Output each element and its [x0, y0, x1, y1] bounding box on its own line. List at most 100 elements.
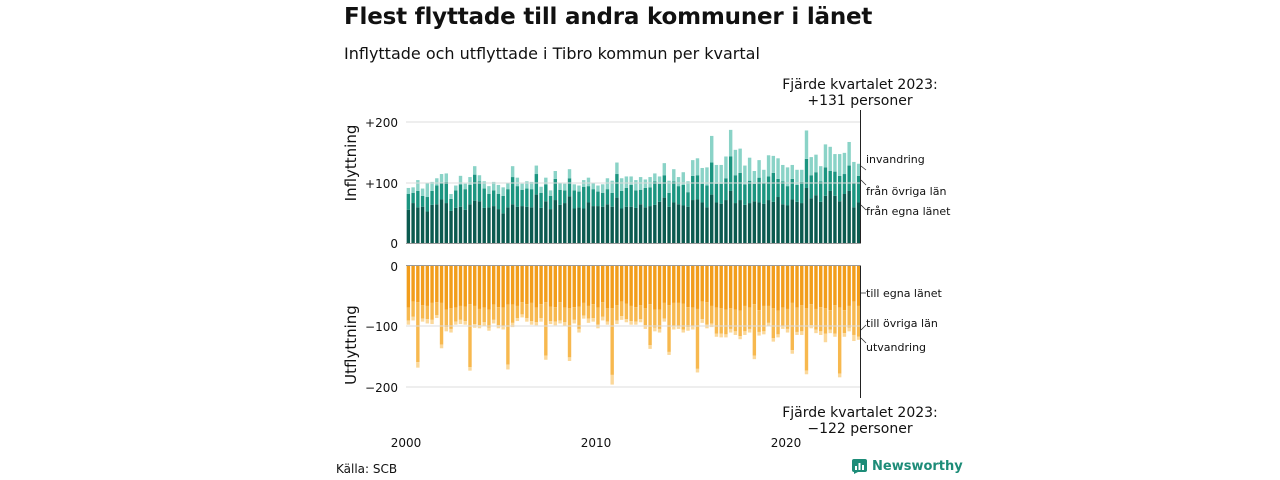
outflow-bar-other-county — [800, 305, 804, 332]
inflow-bar-other-county — [520, 189, 524, 207]
inflow-bar-county — [548, 209, 553, 243]
inflow-bar-other-county — [681, 184, 685, 206]
outflow-bar-other-county — [567, 308, 572, 358]
chart-title: Flest flyttade till andra kommuner i län… — [344, 4, 873, 30]
xtick-label: 2020 — [771, 436, 802, 450]
outflow-bar-county — [515, 266, 520, 306]
outflow-bar-emigration — [781, 325, 785, 329]
outflow-bar-other-county — [506, 304, 510, 365]
outflow-bar-county — [449, 266, 453, 309]
inflow-bar-immigration — [695, 158, 700, 176]
outflow-bar-emigration — [629, 321, 633, 325]
inflow-bar-other-county — [852, 183, 856, 208]
outflow-bar-emigration — [643, 325, 648, 329]
outflow-bar-emigration — [766, 322, 771, 327]
inflow-bar-county — [600, 206, 605, 243]
inflow-bar-other-county — [847, 165, 851, 191]
inflow-bar-immigration — [449, 194, 453, 199]
outflow-bar-other-county — [629, 305, 633, 322]
outflow-bar-emigration — [648, 345, 652, 349]
outflow-bar-emigration — [738, 336, 742, 340]
inflow-bar-immigration — [667, 180, 671, 193]
inflow-bar-county — [487, 207, 491, 244]
inflow-bar-other-county — [686, 192, 690, 207]
outflow-bar-county — [473, 266, 477, 306]
inflow-bar-immigration — [444, 173, 448, 182]
newsworthy-logo[interactable]: Newsworthy — [852, 459, 963, 474]
outflow-bar-county — [529, 266, 534, 303]
outflow-bar-county — [439, 266, 444, 303]
outflow-bar-county — [681, 266, 685, 304]
bottom-annotation-line1: Fjärde kvartalet 2023: — [782, 405, 938, 421]
outflow-bar-other-county — [444, 309, 448, 328]
in-axis-title: Inflyttning — [342, 125, 360, 202]
inflow-bar-other-county — [676, 186, 681, 205]
outflow-bar-county — [582, 266, 586, 303]
inflow-bar-other-county — [700, 183, 704, 203]
inflow-bar-county — [425, 211, 430, 243]
outflow-bar-county — [837, 266, 842, 308]
outflow-bar-emigration — [847, 327, 851, 332]
label-till-egna-lanet: till egna länet — [866, 287, 942, 300]
inflow-bar-immigration — [681, 172, 685, 185]
inflow-bar-county — [463, 209, 467, 243]
inflow-bar-county — [662, 197, 667, 244]
outflow-bar-emigration — [653, 327, 657, 332]
outflow-bar-emigration — [553, 321, 557, 326]
outflow-bar-other-county — [548, 306, 553, 322]
inflow-bar-immigration — [406, 187, 411, 194]
inflow-bar-immigration — [425, 183, 430, 198]
inflow-bar-other-county — [643, 187, 648, 208]
inflow-bar-other-county — [667, 192, 671, 207]
inflow-bar-county — [828, 190, 832, 243]
inflow-bar-immigration — [790, 164, 794, 179]
inflow-bar-county — [681, 205, 685, 243]
inflow-bar-other-county — [567, 178, 572, 197]
bottom-annotation-line2: −122 personer — [807, 421, 913, 437]
outflow-bar-other-county — [458, 305, 463, 320]
outflow-bar-county — [695, 266, 700, 309]
inflow-bar-other-county — [468, 184, 472, 205]
outflow-bar-emigration — [714, 333, 719, 337]
outflow-bar-county — [548, 266, 553, 307]
inflow-bar-other-county — [425, 197, 430, 212]
inflow-bar-county — [411, 203, 415, 243]
inflow-bar-immigration — [482, 181, 486, 189]
outflow-bar-county — [800, 266, 804, 306]
in-ytick-label: 0 — [390, 237, 398, 251]
outflow-bar-other-county — [563, 307, 567, 323]
inflow-bar-county — [430, 204, 434, 243]
inflow-bar-other-county — [648, 187, 652, 207]
inflow-bar-other-county — [615, 174, 619, 198]
outflow-bar-county — [510, 266, 515, 305]
outflow-bar-county — [463, 266, 467, 307]
outflow-bar-emigration — [619, 316, 624, 320]
inflow-bar-county — [667, 206, 671, 243]
outflow-bar-county — [828, 266, 832, 311]
in-ytick-label: +200 — [365, 116, 398, 130]
inflow-bar-immigration — [539, 186, 543, 193]
inflow-bar-other-county — [525, 188, 529, 207]
inflow-bar-immigration — [795, 169, 799, 185]
inflow-bar-immigration — [724, 156, 728, 179]
outflow-bar-other-county — [454, 307, 458, 322]
inflow-bar-other-county — [501, 195, 505, 214]
outflow-bar-other-county — [828, 310, 832, 330]
inflow-bar-immigration — [567, 169, 572, 179]
inflow-bar-county — [449, 210, 453, 243]
inflow-bar-county — [762, 203, 766, 243]
outflow-bar-emigration — [695, 368, 700, 373]
outflow-bar-emigration — [520, 314, 524, 318]
outflow-bar-county — [852, 266, 856, 302]
inflow-bar-county — [553, 200, 557, 243]
outflow-bar-emigration — [790, 350, 794, 354]
inflow-bar-county — [544, 201, 548, 243]
inflow-bar-immigration — [615, 162, 619, 175]
inflow-bar-county — [634, 207, 638, 243]
inflow-bar-county — [577, 207, 581, 244]
inflow-bar-immigration — [662, 163, 667, 176]
outflow-bar-emigration — [515, 318, 520, 322]
inflow-bar-immigration — [819, 166, 823, 182]
outflow-bar-county — [686, 266, 690, 308]
